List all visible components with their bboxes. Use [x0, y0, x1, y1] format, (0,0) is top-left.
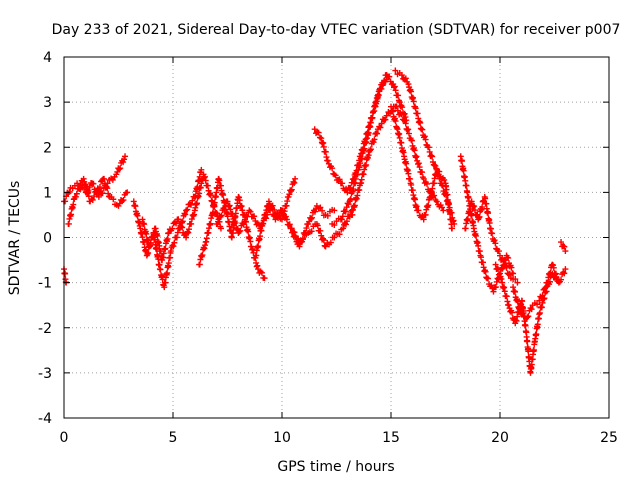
- y-tick-label: 2: [43, 140, 52, 156]
- x-tick-label: 15: [382, 430, 400, 446]
- series-sat-h: [287, 207, 355, 250]
- axis-ticks: 0 5 10 15 20 25 -4 -3 -2 -1 0 1 2 3 4: [38, 50, 618, 446]
- series-sat-e: [196, 175, 268, 282]
- chart-title: Day 233 of 2021, Sidereal Day-to-day VTE…: [52, 22, 621, 38]
- x-tick-label: 5: [169, 430, 178, 446]
- series-sat-o: [462, 193, 521, 286]
- y-tick-label: -1: [38, 276, 52, 292]
- y-axis-label: SDTVAR / TECUs: [7, 181, 23, 296]
- x-tick-label: 10: [273, 430, 291, 446]
- series-sat-d: [139, 171, 224, 264]
- data-series: [61, 67, 569, 376]
- series-sat-c: [130, 166, 205, 291]
- series-sat-g: [252, 198, 338, 259]
- series-sat-f: [213, 175, 299, 236]
- series-sat-r: [558, 239, 569, 255]
- y-tick-label: 3: [43, 95, 52, 111]
- series-sat-j: [329, 72, 410, 229]
- x-tick-label: 20: [491, 430, 509, 446]
- x-tick-label: 0: [60, 430, 69, 446]
- y-tick-label: 0: [43, 231, 52, 247]
- series-sat-b: [65, 175, 131, 227]
- series-sat-m: [388, 103, 456, 232]
- y-tick-label: -4: [38, 411, 52, 427]
- y-tick-label: 4: [43, 50, 52, 66]
- x-tick-label: 25: [600, 430, 618, 446]
- y-tick-label: 1: [43, 185, 52, 201]
- series-sat-q: [510, 261, 560, 322]
- y-tick-label: -2: [38, 321, 52, 337]
- y-tick-label: -3: [38, 366, 52, 382]
- x-axis-label: GPS time / hours: [277, 459, 394, 475]
